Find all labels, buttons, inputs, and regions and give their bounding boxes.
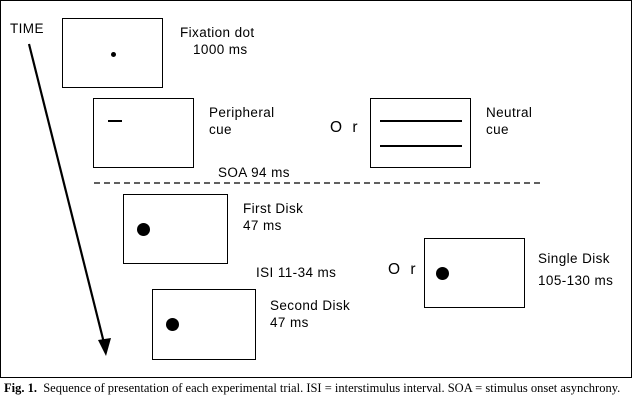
- single-disk-screen: [424, 238, 525, 308]
- figure-caption: Fig. 1. Sequence of presentation of each…: [4, 381, 628, 396]
- soa-label: SOA 94 ms: [218, 165, 290, 180]
- second-disk-label: Second Disk 47 ms: [270, 297, 350, 331]
- second-disk-screen: [152, 289, 256, 360]
- peripheral-cue-bar: [108, 120, 122, 122]
- caption-text: Sequence of presentation of each experim…: [43, 381, 621, 395]
- first-disk: [137, 223, 150, 236]
- neutral-cue-label: Neutral cue: [486, 104, 532, 138]
- second-disk-title: Second Disk: [270, 298, 351, 313]
- peripheral-subtitle: cue: [209, 122, 232, 137]
- time-label: TIME: [10, 21, 44, 36]
- isi-label: ISI 11-34 ms: [256, 265, 337, 280]
- caption-label: Fig. 1.: [4, 381, 37, 395]
- single-disk: [436, 267, 449, 280]
- fixation-duration: 1000 ms: [193, 42, 248, 57]
- first-disk-title: First Disk: [243, 201, 304, 216]
- fixation-label: Fixation dot 1000 ms: [180, 24, 255, 58]
- neutral-cue-line-top: [380, 120, 462, 122]
- neutral-title: Neutral: [486, 105, 533, 120]
- neutral-cue-screen: [370, 98, 471, 168]
- fixation-dot: [111, 52, 116, 57]
- single-disk-title: Single Disk: [538, 251, 610, 266]
- peripheral-cue-label: Peripheral cue: [209, 104, 275, 138]
- first-disk-label: First Disk 47 ms: [243, 200, 303, 234]
- peripheral-cue-screen: [93, 98, 194, 168]
- second-disk-duration: 47 ms: [270, 315, 309, 330]
- single-disk-label: Single Disk 105-130 ms: [538, 248, 613, 292]
- first-disk-screen: [123, 194, 228, 264]
- fixation-title: Fixation dot: [180, 25, 255, 40]
- neutral-subtitle: cue: [486, 122, 509, 137]
- peripheral-title: Peripheral: [209, 105, 275, 120]
- fixation-screen: [62, 18, 163, 88]
- neutral-cue-line-bottom: [380, 145, 462, 147]
- first-disk-duration: 47 ms: [243, 218, 282, 233]
- second-disk: [166, 318, 179, 331]
- or-bottom: O r: [388, 261, 419, 278]
- or-top: O r: [330, 119, 361, 136]
- single-disk-duration: 105-130 ms: [538, 273, 614, 288]
